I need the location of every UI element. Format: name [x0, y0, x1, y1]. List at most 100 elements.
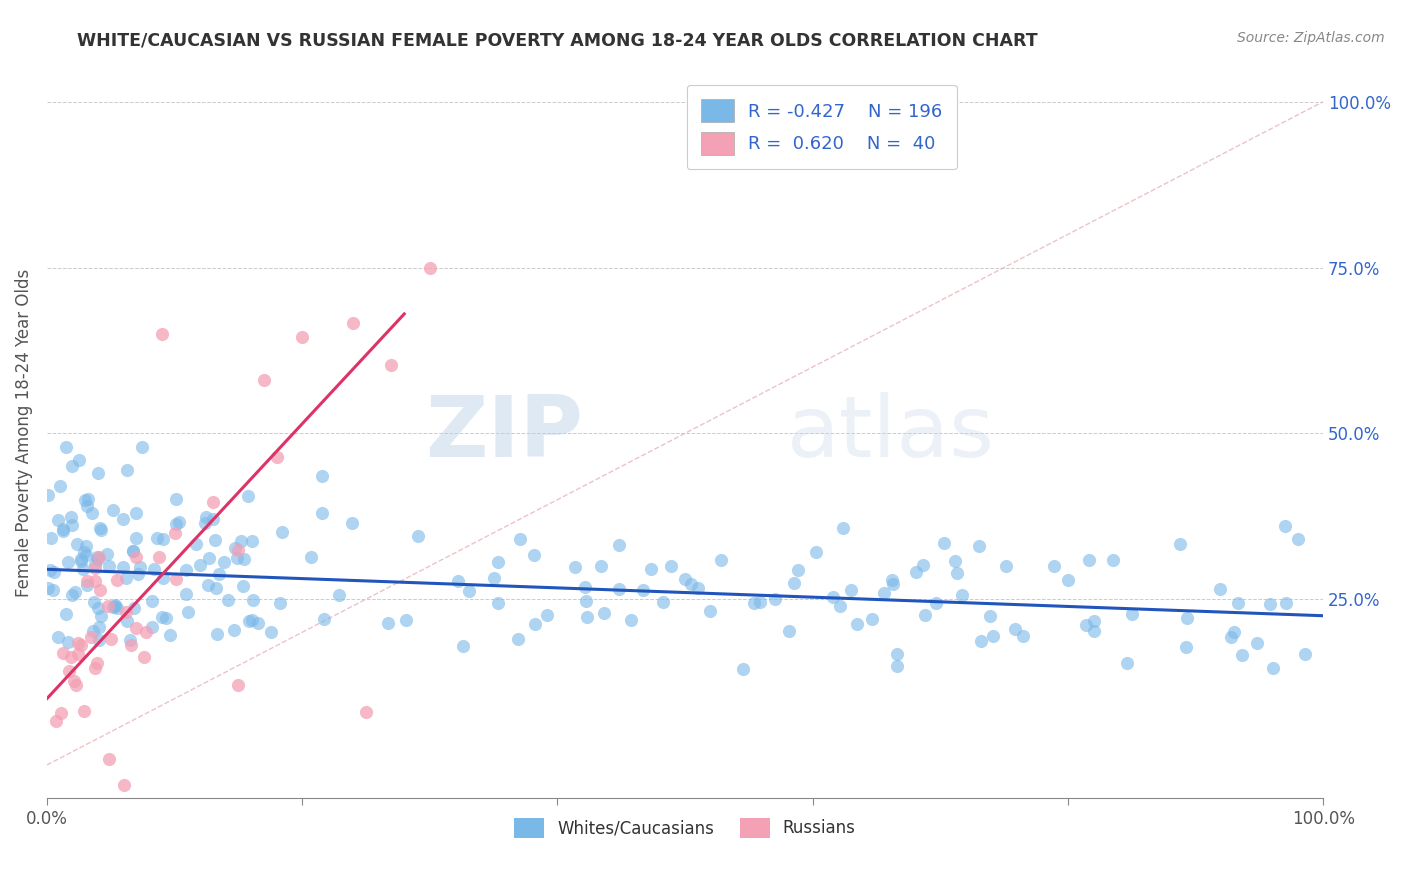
- Point: [828, 599, 851, 613]
- Point: [105, 574, 128, 588]
- Point: [299, 549, 322, 564]
- Point: [67, 453, 90, 467]
- Point: [806, 545, 828, 559]
- Point: [97, 751, 120, 765]
- Point: [141, 620, 163, 634]
- Point: [1121, 607, 1143, 621]
- Point: [112, 560, 135, 574]
- Text: ZIP: ZIP: [425, 392, 583, 475]
- Point: [67, 636, 90, 650]
- Point: [1083, 614, 1105, 628]
- Point: [912, 558, 935, 572]
- Point: [73, 704, 96, 718]
- Legend: Whites/Caucasians, Russians: Whites/Caucasians, Russians: [508, 811, 862, 845]
- Point: [41, 531, 63, 545]
- Text: WHITE/CAUCASIAN VS RUSSIAN FEMALE POVERTY AMONG 18-24 YEAR OLDS CORRELATION CHAR: WHITE/CAUCASIAN VS RUSSIAN FEMALE POVERT…: [77, 31, 1038, 49]
- Point: [87, 600, 110, 615]
- Point: [967, 540, 990, 554]
- Point: [41, 582, 63, 597]
- Point: [524, 617, 547, 632]
- Point: [100, 632, 122, 646]
- Point: [228, 678, 250, 692]
- Point: [673, 572, 696, 586]
- Point: [659, 559, 682, 574]
- Point: [45, 714, 67, 728]
- Point: [87, 466, 110, 480]
- Point: [142, 562, 165, 576]
- Point: [1077, 553, 1099, 567]
- Point: [1175, 640, 1198, 654]
- Point: [63, 585, 86, 599]
- Point: [62, 459, 84, 474]
- Point: [979, 609, 1001, 624]
- Point: [591, 559, 613, 574]
- Point: [217, 592, 239, 607]
- Point: [115, 463, 138, 477]
- Point: [832, 521, 855, 535]
- Point: [122, 544, 145, 558]
- Point: [247, 615, 270, 630]
- Point: [575, 610, 598, 624]
- Point: [934, 535, 956, 549]
- Point: [1294, 647, 1316, 661]
- Point: [60, 588, 83, 602]
- Point: [607, 538, 630, 552]
- Point: [914, 607, 936, 622]
- Point: [1258, 597, 1281, 611]
- Text: Source: ZipAtlas.com: Source: ZipAtlas.com: [1237, 31, 1385, 45]
- Point: [72, 562, 94, 576]
- Point: [232, 579, 254, 593]
- Point: [112, 778, 135, 792]
- Point: [506, 632, 529, 647]
- Point: [82, 624, 104, 638]
- Point: [117, 614, 139, 628]
- Point: [176, 587, 198, 601]
- Point: [90, 608, 112, 623]
- Point: [1209, 582, 1232, 596]
- Point: [86, 656, 108, 670]
- Point: [69, 638, 91, 652]
- Point: [89, 521, 111, 535]
- Point: [165, 491, 187, 506]
- Point: [447, 574, 470, 588]
- Point: [904, 565, 927, 579]
- Point: [509, 533, 531, 547]
- Point: [1274, 596, 1296, 610]
- Point: [165, 572, 187, 586]
- Point: [75, 548, 97, 562]
- Point: [97, 599, 120, 613]
- Point: [58, 634, 80, 648]
- Point: [87, 632, 110, 647]
- Point: [408, 528, 430, 542]
- Point: [114, 605, 136, 619]
- Point: [593, 607, 616, 621]
- Point: [105, 600, 128, 615]
- Point: [253, 373, 276, 387]
- Point: [1012, 629, 1035, 643]
- Point: [688, 581, 710, 595]
- Point: [1274, 519, 1296, 533]
- Point: [1004, 622, 1026, 636]
- Point: [115, 571, 138, 585]
- Point: [150, 610, 173, 624]
- Point: [118, 632, 141, 647]
- Point: [204, 533, 226, 547]
- Point: [51, 524, 73, 538]
- Point: [233, 552, 256, 566]
- Point: [1076, 617, 1098, 632]
- Point: [80, 630, 103, 644]
- Point: [291, 330, 314, 344]
- Point: [236, 490, 259, 504]
- Point: [1230, 648, 1253, 663]
- Point: [76, 491, 98, 506]
- Point: [970, 633, 993, 648]
- Point: [66, 647, 89, 661]
- Point: [76, 499, 98, 513]
- Point: [60, 509, 83, 524]
- Point: [312, 612, 335, 626]
- Point: [152, 571, 174, 585]
- Point: [823, 590, 845, 604]
- Point: [165, 517, 187, 532]
- Point: [486, 596, 509, 610]
- Point: [1261, 661, 1284, 675]
